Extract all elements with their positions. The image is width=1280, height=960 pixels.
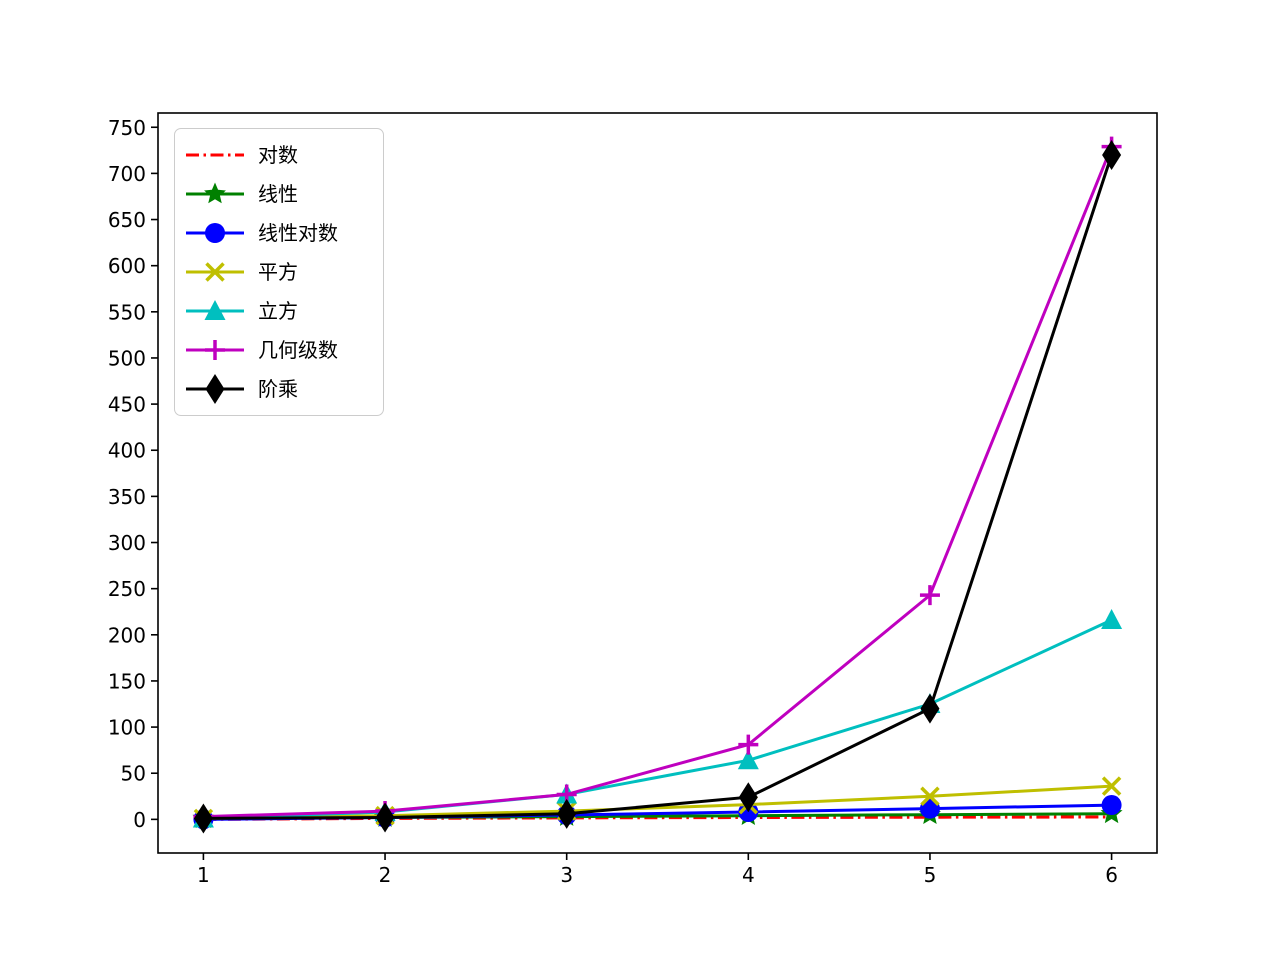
- legend-sample: [186, 340, 244, 361]
- series-marker-triangle-up: [1101, 609, 1123, 630]
- y-tick-label: 400: [108, 439, 146, 463]
- series-marker-x: [920, 786, 940, 807]
- legend-sample: [186, 374, 244, 405]
- legend-sample-marker: [205, 374, 225, 405]
- y-tick-label: 50: [121, 762, 146, 786]
- series-marker-plus: [919, 585, 940, 606]
- axes-frame: [157, 112, 1158, 854]
- y-tick-label: 300: [108, 531, 146, 555]
- legend-label: 立方: [258, 299, 298, 324]
- legend-sample-marker: [204, 300, 226, 321]
- series-marker-triangle-up: [737, 749, 759, 770]
- legend-sample-marker: [205, 340, 225, 361]
- series-marker-circle: [1101, 795, 1122, 816]
- y-tick-label: 650: [108, 208, 146, 232]
- x-tick-label: 6: [1105, 863, 1118, 887]
- legend-sample-marker: [205, 262, 225, 282]
- series-line: [203, 154, 1114, 820]
- y-tick-label: 450: [108, 393, 146, 417]
- legend-label: 阶乘: [258, 377, 298, 402]
- x-tick-label: 3: [560, 863, 573, 887]
- x-tick-label: 1: [197, 863, 210, 887]
- legend-item: 线性: [185, 179, 373, 209]
- legend-item: 阶乘: [185, 374, 373, 405]
- x-tick-label: 4: [742, 863, 755, 887]
- y-tick-label: 550: [108, 300, 146, 324]
- legend-sample: [186, 300, 244, 321]
- y-tick-label: 750: [108, 116, 146, 140]
- legend-label: 平方: [258, 259, 298, 284]
- series-marker-x: [1101, 776, 1122, 796]
- series-marker-thin-diamond: [557, 798, 577, 829]
- legend: 对数线性线性对数平方立方几何级数阶乘: [174, 128, 384, 416]
- y-tick-label: 700: [108, 162, 146, 186]
- legend-sample: [186, 262, 244, 282]
- legend-sample: [186, 182, 244, 204]
- legend-item: 线性对数: [185, 218, 373, 248]
- series-marker-plus: [738, 734, 759, 755]
- series-阶乘: [193, 139, 1122, 834]
- legend-sample-marker: [205, 222, 225, 243]
- x-tick-label: 5: [924, 863, 937, 887]
- y-tick-label: 0: [133, 808, 146, 832]
- y-tick-label: 250: [108, 577, 146, 601]
- series-line: [203, 618, 1113, 820]
- series-line: [203, 146, 1113, 819]
- y-tick-label: 200: [108, 623, 146, 647]
- legend-item: 对数: [185, 140, 373, 170]
- legend-sample: [186, 222, 244, 243]
- legend-label: 线性: [258, 181, 298, 206]
- x-tick-label: 2: [379, 863, 392, 887]
- legend-item: 平方: [185, 257, 373, 287]
- legend-item: 立方: [185, 296, 373, 326]
- y-tick-label: 600: [108, 254, 146, 278]
- y-tick-label: 350: [108, 485, 146, 509]
- y-tick-label: 500: [108, 346, 146, 370]
- y-tick-label: 100: [108, 716, 146, 740]
- legend-item: 几何级数: [185, 335, 373, 365]
- legend-sample: [186, 153, 244, 157]
- legend-sample-marker: [204, 182, 226, 204]
- series-marker-thin-diamond: [1102, 139, 1122, 170]
- legend-label: 几何级数: [258, 338, 338, 363]
- legend-label: 线性对数: [258, 220, 338, 245]
- series-marker-thin-diamond: [738, 782, 758, 813]
- series-marker-thin-diamond: [193, 803, 213, 834]
- legend-label: 对数: [258, 142, 298, 167]
- y-tick-label: 150: [108, 669, 146, 693]
- series-marker-thin-diamond: [920, 693, 940, 724]
- series-marker-thin-diamond: [375, 802, 395, 833]
